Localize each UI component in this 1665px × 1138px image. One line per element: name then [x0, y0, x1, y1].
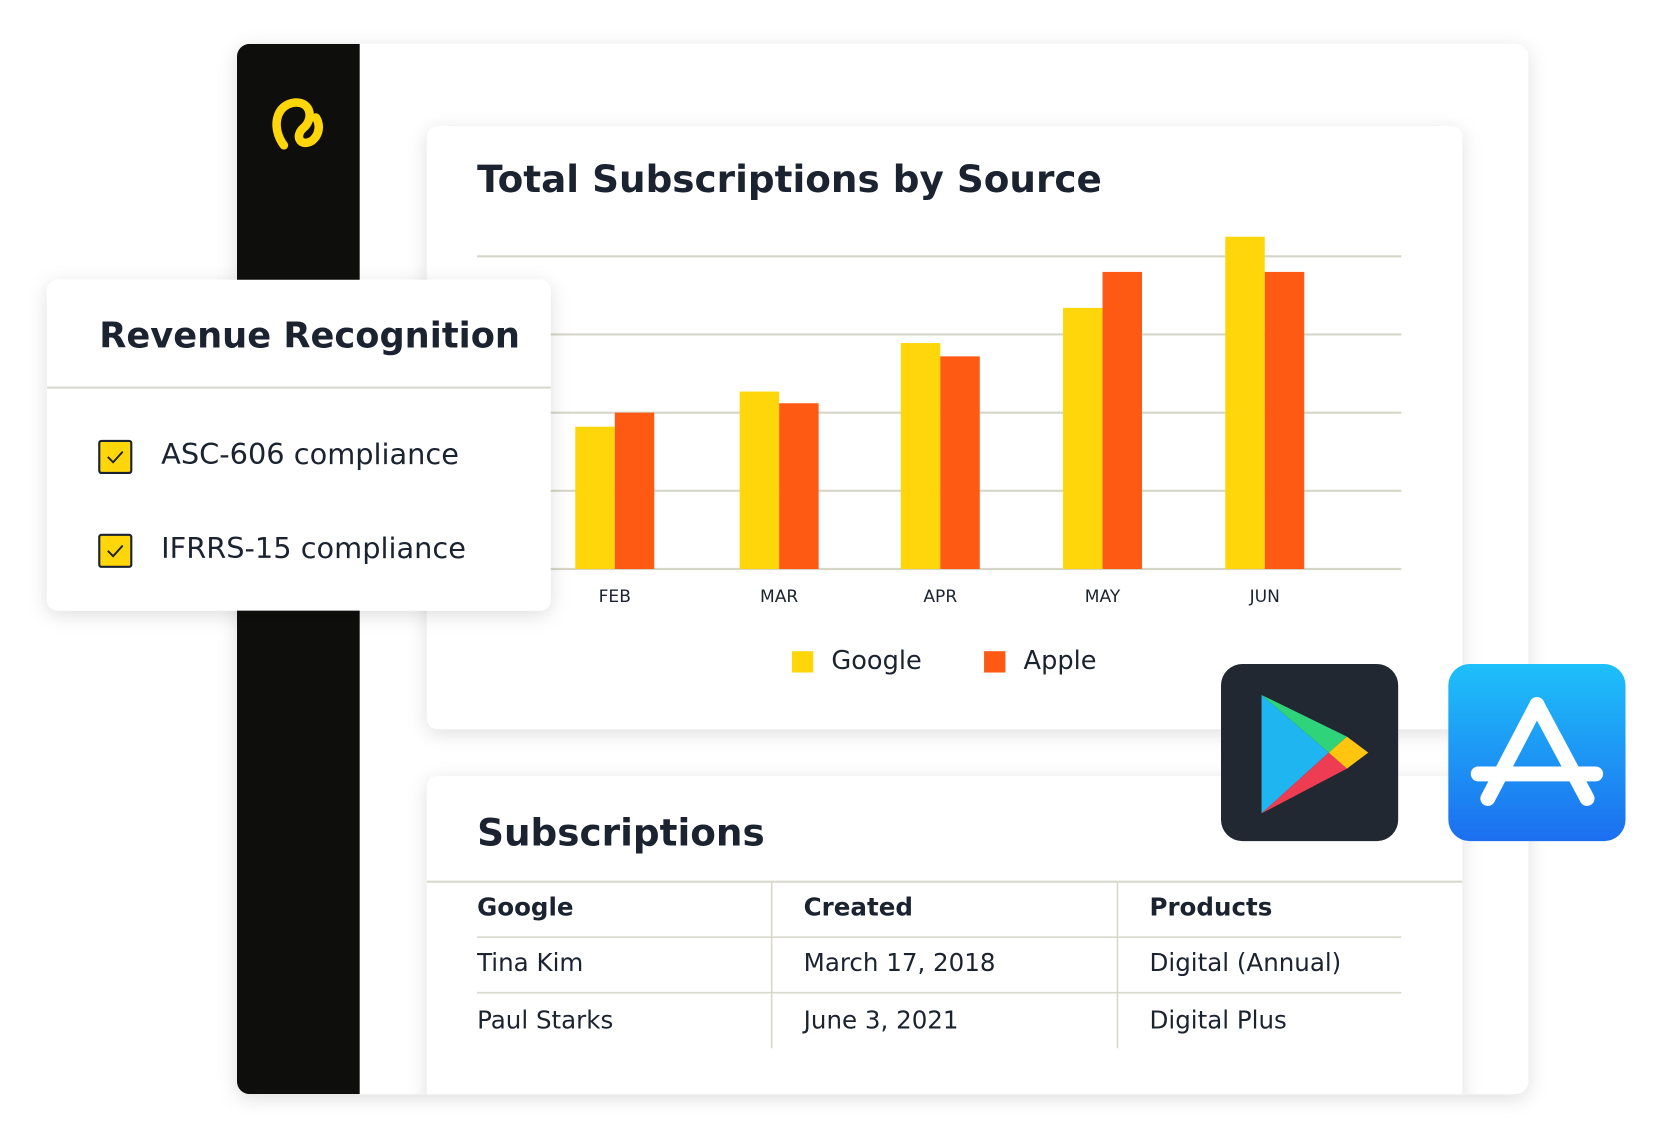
table-cell: March 17, 2018: [804, 948, 996, 977]
x-tick-label: MAR: [760, 587, 798, 607]
x-tick-label: JUN: [1249, 587, 1280, 607]
bar: [739, 391, 780, 569]
table-cell: Tina Kim: [476, 948, 583, 977]
bar: [1102, 271, 1143, 569]
checkbox: [98, 439, 133, 475]
bar: [575, 426, 615, 569]
checklist-item: IFRRS-15 compliance: [161, 531, 466, 565]
column-header: Google: [477, 892, 573, 921]
chart: FEB MAR APR MAY JUN Google Apple: [477, 236, 1402, 676]
checkmark: [107, 544, 124, 558]
table-cell: Paul Starks: [477, 1006, 613, 1035]
legend-label: Apple: [1024, 646, 1097, 676]
x-tick-label: FEB: [599, 587, 631, 607]
table-cell: Digital Plus: [1149, 1006, 1286, 1035]
legend-swatch: [791, 651, 814, 673]
bar: [614, 412, 655, 569]
google-play-icon: [1221, 663, 1399, 842]
app-store-icon: [1448, 663, 1626, 842]
legend-swatch: [984, 651, 1006, 673]
bar: [940, 356, 980, 569]
bar: [1264, 271, 1305, 569]
checklist: ASC-606 compliance IFRRS-15 compliance: [98, 437, 466, 568]
subscriptions-card: [426, 776, 1463, 1095]
x-tick-label: MAY: [1085, 587, 1121, 607]
column-header: Created: [804, 892, 913, 921]
table-cell: Digital (Annual): [1149, 948, 1341, 977]
subscriptions-table: Subscriptions Google Created Products Tina …: [426, 810, 1463, 1049]
logo: [272, 98, 323, 150]
bar: [1063, 307, 1103, 569]
bar: [779, 403, 819, 569]
checkbox: [98, 533, 133, 568]
checklist-item: ASC-606 compliance: [161, 437, 459, 471]
revenue-title: Revenue Recognition: [99, 315, 520, 356]
x-tick-label: APR: [923, 587, 957, 607]
legend-label: Google: [831, 646, 921, 676]
chart-title: Total Subscriptions by Source: [477, 157, 1102, 201]
subscriptions-title: Subscriptions: [477, 810, 765, 854]
column-header: Products: [1149, 892, 1272, 921]
revenue-card: [46, 279, 551, 611]
bar: [1225, 236, 1265, 570]
bar: [900, 343, 941, 569]
table-cell: June 3, 2021: [802, 1006, 959, 1035]
checkmark: [107, 450, 124, 464]
